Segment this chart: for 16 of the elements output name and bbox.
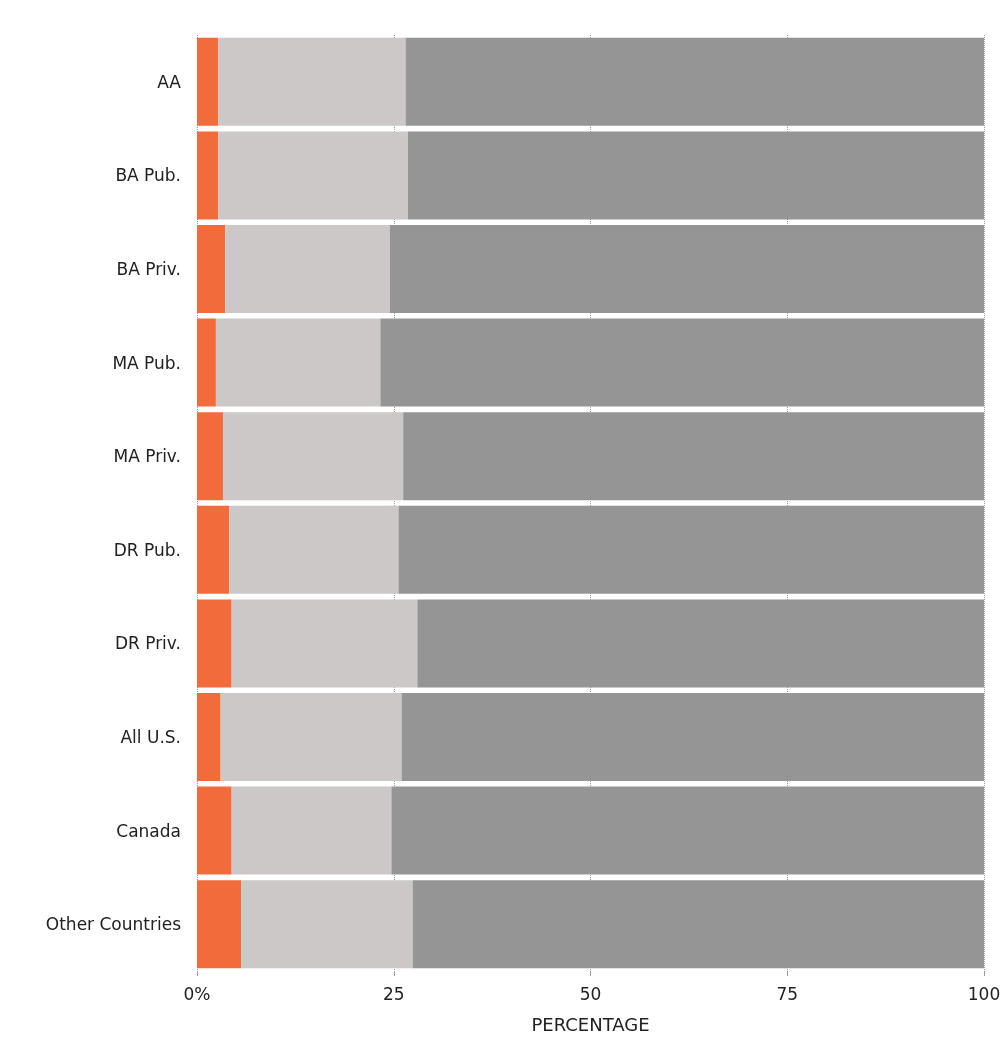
x-tick-label: 0% [183,983,211,1004]
x-tick-label: 75 [776,983,799,1004]
y-tick-label: All U.S. [120,727,181,747]
y-tick-label: Canada [116,820,181,841]
x-tick-label: 100 [967,983,1001,1004]
y-tick-label: DR Priv. [114,633,181,654]
y-tick-label: MA Priv. [113,446,181,467]
y-tick-label: AA [157,71,182,92]
y-tick-label: BA Priv. [116,259,181,279]
y-tick-label: Other Countries [45,914,182,935]
x-tick-label: 25 [382,983,405,1004]
y-tick-label: BA Pub. [115,165,181,186]
y-tick-label: DR Pub. [113,539,181,560]
y-tick-label: MA Pub. [112,352,181,373]
x-tick-label: 50 [579,983,602,1004]
x-axis-title: PERCENTAGE [531,1013,650,1035]
